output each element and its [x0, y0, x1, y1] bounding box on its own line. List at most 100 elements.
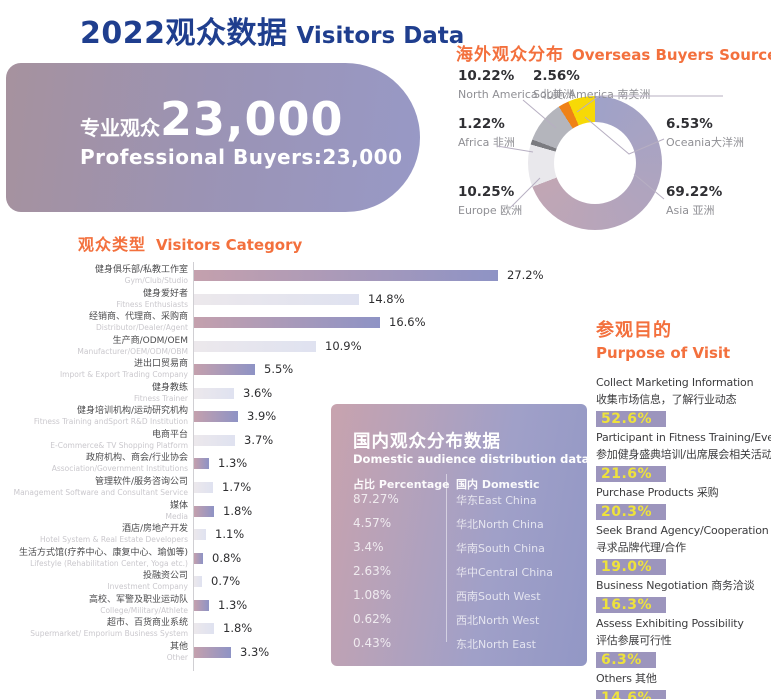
donut-label-name: South America 南美洲 — [533, 88, 651, 101]
domestic-row-percentage: 3.4% — [353, 540, 384, 554]
bar-value-label: 0.8% — [212, 550, 242, 565]
bar-value-label: 1.3% — [218, 597, 248, 612]
bar-value-label: 1.1% — [215, 527, 245, 542]
purpose-item-label: Business Negotiation 商务洽谈 — [596, 579, 755, 592]
purpose-item: Purchase Products 采购 20.3% — [596, 484, 771, 522]
domestic-distribution-panel: 国内观众分布数据 Domestic audience distribution … — [331, 404, 590, 666]
purpose-title-cn: 参观目的 — [596, 320, 672, 341]
bar — [194, 623, 214, 635]
purpose-item-label: Others 其他 — [596, 672, 657, 685]
bar-category-label: 生产商/ODM/OEM Manufacturer/OEM/ODM/OBM — [0, 336, 188, 356]
bar-value-label: 27.2% — [507, 268, 544, 282]
purpose-percentage-badge: 19.0% — [596, 559, 667, 575]
bar-category-label: 其他 Other — [0, 642, 188, 662]
bar-category-label: 酒店/房地产开发 Hotel System & Real Estate Devel… — [0, 524, 188, 544]
domestic-row-region: 华中Central China — [456, 566, 553, 579]
bar-category-label-cn: 生产商/ODM/OEM — [112, 335, 188, 346]
purpose-percentage-badge: 14.6% — [596, 690, 667, 699]
purpose-item: Participant in Fitness Training/Event 参加健… — [596, 429, 771, 484]
bar-category-label-en: Investment Company — [107, 582, 188, 592]
domestic-row-region: 华东East China — [456, 494, 537, 507]
purpose-item-label: Collect Marketing Information — [596, 376, 754, 389]
overseas-title-en: Overseas Buyers Source — [572, 46, 771, 64]
bar — [194, 599, 209, 611]
professional-buyers-banner: 专业观众 23,000 Professional Buyers:23,000 — [6, 63, 420, 212]
purpose-percentage-badge: 21.6% — [596, 466, 667, 482]
bar-value-label: 3.7% — [244, 432, 274, 447]
bar-category-label-cn: 管理软件/服务咨询公司 — [94, 477, 188, 488]
bar-value-label: 5.5% — [264, 362, 294, 377]
bar-category-label-cn: 其他 — [169, 641, 188, 652]
bar-category-label-cn: 酒店/房地产开发 — [121, 524, 188, 535]
bar-category-label-en: E-Commerce& TV Shopping Platform — [50, 440, 188, 450]
bar — [194, 364, 255, 376]
purpose-items: Collect Marketing Information 收集市场信息，了解行业… — [596, 374, 771, 699]
bar-value-label: 3.9% — [247, 409, 277, 424]
domestic-row-region: 西南South West — [456, 590, 541, 603]
bar — [194, 529, 206, 541]
bar-category-label-cn: 健身爱好者 — [142, 288, 188, 299]
bar-category-label-cn: 健身培训机构/运动研究机构 — [76, 406, 188, 417]
purpose-title: 参观目的 Purpose of Visit — [596, 316, 771, 362]
purpose-percentage-badge: 52.6% — [596, 411, 667, 427]
purpose-item: Others 其他 14.6% — [596, 670, 771, 699]
donut-label-name: Asia 亚洲 — [666, 204, 715, 217]
domestic-row-percentage: 1.08% — [353, 588, 392, 602]
bar — [194, 317, 380, 329]
donut-label-pct: 10.25% — [458, 184, 515, 200]
banner-label-cn: 专业观众 — [80, 116, 160, 140]
bar-value-label: 3.6% — [243, 385, 273, 400]
bar-category-label: 进出口贸易商 Import & Export Trading Company — [0, 359, 188, 379]
bar-value-label: 14.8% — [368, 291, 405, 306]
banner-headline: 专业观众 23,000 — [80, 95, 403, 143]
domestic-row-percentage: 2.63% — [353, 564, 392, 578]
bar-category-label-cn: 生活方式馆(疗养中心、康复中心、瑜伽等) — [18, 547, 188, 558]
bar-category-label-en: Distributor/Dealer/Agent — [95, 323, 188, 333]
bar-category-label: 健身培训机构/运动研究机构 Fitness Training andSport R… — [0, 406, 188, 426]
bar — [194, 340, 316, 352]
bar-category-label-en: Import & Export Trading Company — [59, 370, 188, 380]
bar-category-label-en: Fitness Training andSport R&D Institutio… — [33, 417, 188, 427]
bar-value-label: 1.8% — [223, 621, 253, 636]
domestic-column-divider — [446, 474, 447, 642]
domestic-panel-title-en: Domestic audience distribution data — [353, 452, 590, 466]
bar-category-label: 电商平台 E-Commerce& TV Shopping Platform — [0, 430, 188, 450]
purpose-item-label: Purchase Products 采购 — [596, 486, 719, 499]
bar-category-label: 健身教练 Fitness Trainer — [0, 383, 188, 403]
bar — [194, 646, 231, 658]
donut-label-asia: 69.22% Asia 亚洲 — [666, 184, 722, 218]
bar-category-label-cn: 健身俱乐部/私教工作室 — [94, 265, 188, 275]
bar-category-label-cn: 电商平台 — [151, 429, 188, 440]
purpose-item-label: Participant in Fitness Training/Event — [596, 431, 771, 444]
bar-value-label: 10.9% — [325, 338, 362, 353]
bar-category-label-en: Gym/Club/Studio — [124, 276, 188, 285]
donut-label-europe: 10.25% Europe 欧洲 — [458, 184, 522, 218]
bar-category-label-cn: 经销商、代理商、采购商 — [88, 312, 188, 323]
bar-category-label-en: Hotel System & Real Estate Developers — [40, 535, 188, 545]
visitors-category-title: 观众类型 Visitors Category — [78, 231, 302, 255]
bar-category-label-en: College/Military/Athlete — [100, 605, 188, 615]
purpose-item: Collect Marketing Information 收集市场信息，了解行业… — [596, 374, 771, 429]
bar-category-label-en: Manufacturer/OEM/ODM/OBM — [77, 346, 188, 356]
bar-category-label: 政府机构、商会/行业协会 Association/Government Insti… — [0, 453, 188, 473]
bar-category-label-en: Media — [165, 511, 188, 521]
page-title-cn: 2022观众数据 — [80, 16, 288, 51]
bar — [194, 387, 234, 399]
bar-value-label: 0.7% — [211, 574, 241, 589]
purpose-percentage-badge: 20.3% — [596, 504, 667, 520]
bar-value-label: 1.8% — [223, 503, 253, 518]
domestic-row-region: 西北North West — [456, 614, 540, 627]
visitors-category-title-cn: 观众类型 — [78, 235, 147, 254]
purpose-of-visit-section: 参观目的 Purpose of Visit Collect Marketing … — [596, 316, 771, 699]
bar — [194, 293, 359, 305]
purpose-item-label: 参加健身盛典培训/出席展会相关活动 — [596, 448, 771, 461]
bar — [194, 458, 209, 470]
bar-chart-axis — [193, 262, 194, 671]
bar-category-label: 经销商、代理商、采购商 Distributor/Dealer/Agent — [0, 312, 188, 332]
overseas-donut-chart — [528, 96, 662, 230]
visitors-category-bar-chart: 健身俱乐部/私教工作室 Gym/Club/Studio 27.2% 健身爱好者 Fitn… — [0, 262, 771, 674]
donut-label-pct: 69.22% — [666, 184, 723, 200]
bar-category-label-en: Other — [166, 652, 188, 662]
domestic-panel-title-cn: 国内观众分布数据 — [353, 432, 501, 452]
bar-category-label: 管理软件/服务咨询公司 Management Software and Consu… — [0, 477, 188, 497]
